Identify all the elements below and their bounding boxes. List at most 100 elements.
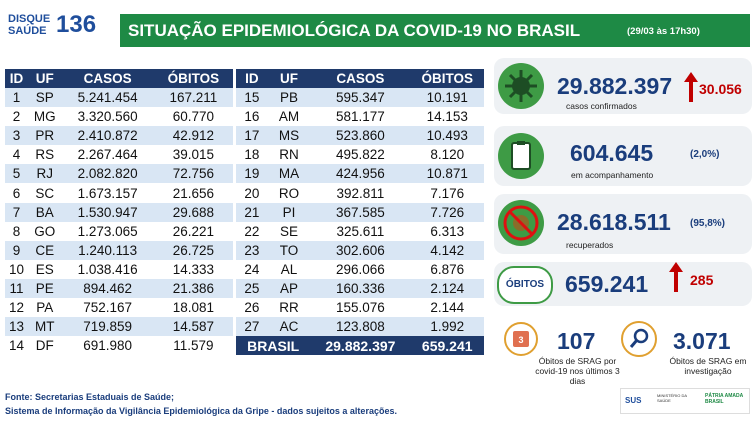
cell: 752.167 (83, 300, 133, 316)
stat-value: 29.882.397 (557, 73, 673, 99)
cell: 2.267.464 (77, 147, 138, 163)
stat-value: 107 (557, 328, 596, 354)
cell: MT (28, 317, 62, 337)
stat-label: Óbitos de SRAG em investigação (669, 356, 747, 376)
cell: 1.240.113 (61, 240, 154, 260)
table-row: 14 DF 691.980 11.579 (5, 336, 233, 355)
cell: 2.410.872 (61, 126, 154, 146)
stat-label: recuperados (566, 240, 614, 250)
cell: 10.191 (410, 88, 484, 108)
stat-percent: (95,8%) (690, 218, 726, 229)
cell: RR (279, 300, 299, 316)
cell: PA (36, 300, 54, 316)
cell: 7.176 (430, 185, 465, 201)
cell: 7.726 (410, 202, 484, 222)
cell: 1.273.065 (77, 223, 138, 239)
table-row: 17 MS 523.860 10.493 (236, 126, 484, 146)
cell: 424.956 (310, 164, 411, 184)
column-header: ÓBITOS (410, 69, 484, 88)
table-row: 22 SE 325.611 6.313 (236, 222, 484, 241)
search-icon (621, 321, 657, 357)
cell: 42.912 (153, 126, 233, 146)
cell: 21 (236, 202, 268, 222)
up-arrow (684, 72, 698, 102)
cell: 2 (12, 109, 21, 125)
cell: 2.082.820 (61, 164, 154, 184)
cell: 11.579 (173, 338, 214, 354)
icon-text: 3 (518, 335, 523, 345)
cell: 11 (5, 278, 29, 299)
stat-label: em acompanhamento (571, 170, 654, 180)
cell: SP (28, 88, 62, 108)
table-row: 27 AC 123.808 1.992 (236, 317, 484, 337)
cell: 155.076 (336, 300, 385, 316)
cell: AM (278, 109, 300, 125)
cell: BA (28, 202, 62, 222)
recovered-icon (498, 200, 544, 246)
cell: 6.876 (430, 261, 465, 277)
cell: 20 (244, 185, 260, 201)
logo-line: SAÚDE (8, 25, 47, 37)
column-header: ID (236, 69, 268, 88)
cell: 4 (12, 147, 21, 163)
virus-icon (498, 63, 544, 109)
stat-value: 659.241 (565, 271, 649, 297)
cell: 18.081 (172, 300, 215, 316)
cell: GO (34, 223, 56, 239)
cell: 123.808 (310, 317, 411, 337)
cell: 325.611 (336, 223, 385, 239)
cell: 10 (9, 261, 25, 277)
stat-value: 604.645 (570, 140, 654, 166)
cell: 6.313 (430, 223, 465, 239)
table-row: 10 ES 1.038.416 14.333 (5, 260, 233, 279)
cell: 1.038.416 (77, 261, 138, 277)
cell: 1 (5, 88, 29, 108)
table-row: 9 CE 1.240.113 26.725 (5, 240, 233, 260)
table-row: 24 AL 296.066 6.876 (236, 260, 484, 279)
table-row: 8 GO 1.273.065 26.221 (5, 222, 233, 241)
header-row: ID UF CASOS ÓBITOS (236, 69, 484, 88)
cell: 8 (12, 223, 21, 239)
cell: 10.493 (410, 126, 484, 146)
logo-ministry: MINISTÉRIO DA SAÚDE (657, 393, 687, 403)
cell: 7 (5, 202, 29, 222)
cell: DF (35, 338, 54, 354)
cell: 27 (236, 317, 268, 337)
column-header: UF (267, 69, 311, 88)
footer-line: Sistema de Informação da Vigilância Epid… (5, 406, 397, 416)
cell: RJ (28, 164, 62, 184)
column-header: CASOS (61, 69, 154, 88)
cell: 3 (5, 126, 29, 146)
cell: 21.386 (153, 278, 233, 299)
cell: 894.462 (61, 278, 154, 299)
cell: AL (280, 261, 298, 277)
logo-government: PÁTRIA AMADA BRASIL (705, 393, 744, 405)
header-row: ID UF CASOS ÓBITOS (5, 69, 233, 88)
logo: DISQUE SAÚDE 136 (8, 12, 108, 42)
logo-sus: SUS (625, 396, 642, 405)
table-row: 13 MT 719.859 14.587 (5, 317, 233, 337)
table-row: 18 RN 495.822 8.120 (236, 145, 484, 164)
cell: MA (267, 164, 311, 184)
footer-line: Fonte: Secretarias Estaduais de Saúde; (5, 392, 175, 402)
cell: 581.177 (336, 109, 385, 125)
table-row: 1 SP 5.241.454 167.211 (5, 88, 233, 108)
column-header: UF (28, 69, 62, 88)
cell: 25 (236, 278, 268, 299)
cell: 26 (244, 300, 260, 316)
cell: MS (267, 126, 311, 146)
cell: 302.606 (310, 240, 411, 260)
cell: 5.241.454 (61, 88, 154, 108)
cell: 595.347 (310, 88, 411, 108)
stat-value: 3.071 (673, 328, 731, 354)
title: SITUAÇÃO EPIDEMIOLÓGICA DA COVID-19 NO B… (128, 21, 581, 40)
cell: RN (279, 147, 299, 163)
cell: 21.656 (172, 185, 215, 201)
cell: 39.015 (172, 147, 215, 163)
cell: 3.320.560 (77, 109, 138, 125)
cell: 14.153 (426, 109, 468, 125)
table-row: 25 AP 160.336 2.124 (236, 278, 484, 299)
column-header: ID (5, 69, 29, 88)
cell: 24 (244, 261, 260, 277)
